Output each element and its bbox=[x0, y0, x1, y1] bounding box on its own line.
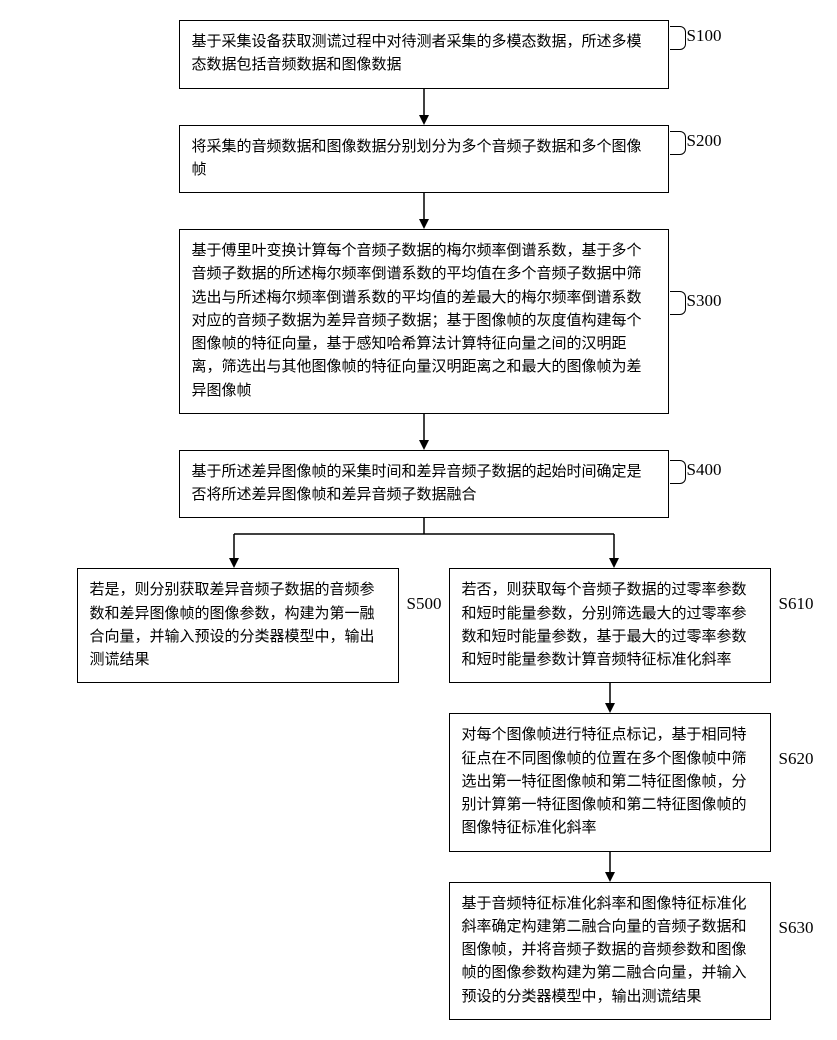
label-s610: S610 bbox=[779, 594, 814, 614]
step-s400: 基于所述差异图像帧的采集时间和差异音频子数据的起始时间确定是否将所述差异图像帧和… bbox=[179, 450, 669, 519]
bracket-icon bbox=[670, 131, 686, 155]
arrow-down-icon bbox=[414, 89, 434, 125]
step-s500: 若是，则分别获取差异音频子数据的音频参数和差异图像帧的图像参数，构建为第一融合向… bbox=[77, 568, 399, 683]
arrow-down-icon bbox=[600, 683, 620, 713]
step-s200: 将采集的音频数据和图像数据分别划分为多个音频子数据和多个图像帧 bbox=[179, 125, 669, 194]
bracket-icon bbox=[670, 291, 686, 315]
step-s400-wrap: 基于所述差异图像帧的采集时间和差异音频子数据的起始时间确定是否将所述差异图像帧和… bbox=[179, 450, 669, 519]
step-s300: 基于傅里叶变换计算每个音频子数据的梅尔频率倒谱系数，基于多个音频子数据的所述梅尔… bbox=[179, 229, 669, 414]
label-s630: S630 bbox=[779, 918, 814, 938]
arrow-down-icon bbox=[414, 414, 434, 450]
arrow-down-icon bbox=[414, 193, 434, 229]
branch-connector bbox=[64, 518, 784, 568]
label-s200: S200 bbox=[687, 131, 722, 151]
step-s100-wrap: 基于采集设备获取测谎过程中对待测者采集的多模态数据，所述多模态数据包括音频数据和… bbox=[179, 20, 669, 89]
step-s300-wrap: 基于傅里叶变换计算每个音频子数据的梅尔频率倒谱系数，基于多个音频子数据的所述梅尔… bbox=[179, 229, 669, 414]
step-s200-wrap: 将采集的音频数据和图像数据分别划分为多个音频子数据和多个图像帧 S200 bbox=[179, 125, 669, 194]
label-s100: S100 bbox=[687, 26, 722, 46]
right-branch: 若否，则获取每个音频子数据的过零率参数和短时能量参数，分别筛选最大的过零率参数和… bbox=[436, 568, 784, 1020]
label-s400: S400 bbox=[687, 460, 722, 480]
step-s100: 基于采集设备获取测谎过程中对待测者采集的多模态数据，所述多模态数据包括音频数据和… bbox=[179, 20, 669, 89]
label-s300: S300 bbox=[687, 291, 722, 311]
left-branch: 若是，则分别获取差异音频子数据的音频参数和差异图像帧的图像参数，构建为第一融合向… bbox=[64, 568, 412, 1020]
arrow-down-icon bbox=[600, 852, 620, 882]
step-s630: 基于音频特征标准化斜率和图像特征标准化斜率确定构建第二融合向量的音频子数据和图像… bbox=[449, 882, 771, 1020]
bracket-icon bbox=[670, 26, 686, 50]
branch-row: 若是，则分别获取差异音频子数据的音频参数和差异图像帧的图像参数，构建为第一融合向… bbox=[64, 568, 784, 1020]
step-s610-wrap: 若否，则获取每个音频子数据的过零率参数和短时能量参数，分别筛选最大的过零率参数和… bbox=[449, 568, 771, 683]
label-s620: S620 bbox=[779, 749, 814, 769]
bracket-icon bbox=[670, 460, 686, 484]
flowchart: 基于采集设备获取测谎过程中对待测者采集的多模态数据，所述多模态数据包括音频数据和… bbox=[40, 20, 807, 1020]
step-s630-wrap: 基于音频特征标准化斜率和图像特征标准化斜率确定构建第二融合向量的音频子数据和图像… bbox=[449, 882, 771, 1020]
step-s610: 若否，则获取每个音频子数据的过零率参数和短时能量参数，分别筛选最大的过零率参数和… bbox=[449, 568, 771, 683]
step-s620-wrap: 对每个图像帧进行特征点标记，基于相同特征点在不同图像帧的位置在多个图像帧中筛选出… bbox=[449, 713, 771, 851]
label-s500: S500 bbox=[407, 594, 442, 614]
step-s620: 对每个图像帧进行特征点标记，基于相同特征点在不同图像帧的位置在多个图像帧中筛选出… bbox=[449, 713, 771, 851]
step-s500-wrap: 若是，则分别获取差异音频子数据的音频参数和差异图像帧的图像参数，构建为第一融合向… bbox=[77, 568, 399, 683]
